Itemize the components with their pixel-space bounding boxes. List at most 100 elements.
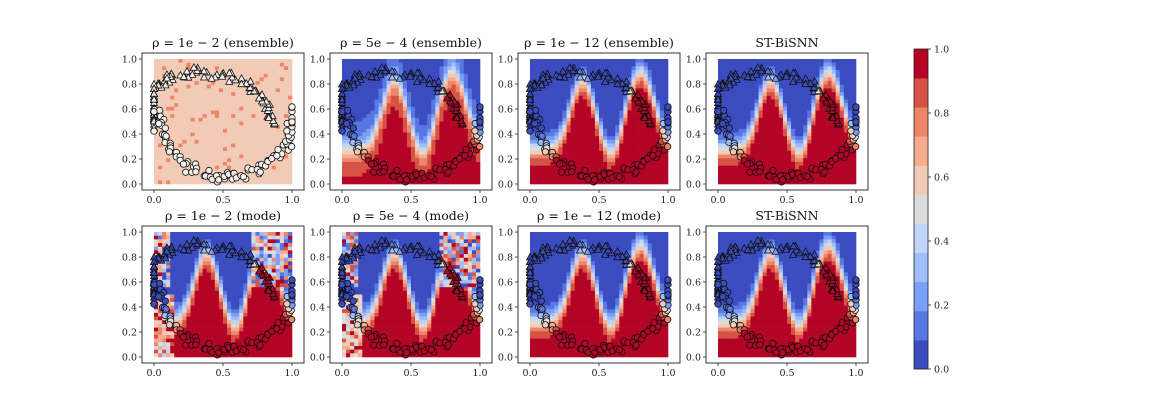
decision-cell <box>791 128 796 133</box>
decision-cell <box>663 172 669 177</box>
decision-cell <box>754 176 759 181</box>
decision-cell <box>402 114 408 119</box>
decision-cell <box>382 132 387 137</box>
decision-cell <box>158 169 163 174</box>
decision-cell <box>455 143 461 148</box>
decision-cell <box>791 62 796 67</box>
decision-cell <box>378 143 383 148</box>
decision-cell <box>382 103 387 108</box>
decision-cell <box>570 136 575 141</box>
decision-cell <box>562 121 567 126</box>
decision-cell <box>358 95 363 100</box>
decision-cell <box>174 180 179 185</box>
decision-cell <box>439 77 444 82</box>
decision-cell <box>651 77 657 82</box>
decision-cell <box>550 172 555 177</box>
decision-cell <box>611 143 616 148</box>
decision-cell <box>607 154 612 159</box>
decision-cell <box>283 117 289 122</box>
decision-cell <box>378 103 383 108</box>
decision-cell <box>738 77 743 82</box>
decision-cell <box>263 172 268 177</box>
decision-cell <box>475 92 481 97</box>
decision-cell <box>190 106 195 111</box>
decision-cell <box>746 66 751 71</box>
decision-cell <box>402 117 408 122</box>
decision-cell <box>766 99 772 104</box>
decision-cell <box>283 114 289 119</box>
decision-cell <box>174 62 179 67</box>
decision-cell <box>394 136 400 141</box>
decision-cell <box>439 132 444 137</box>
decision-cell <box>386 128 392 133</box>
decision-cell <box>586 165 592 170</box>
decision-cell <box>227 121 232 126</box>
decision-cell <box>402 136 408 141</box>
decision-cell <box>214 136 220 141</box>
decision-cell <box>354 154 359 159</box>
decision-cell <box>231 165 236 170</box>
decision-cell <box>174 117 179 122</box>
decision-cell <box>558 103 563 108</box>
decision-cell <box>558 66 563 71</box>
decision-cell <box>439 172 444 177</box>
decision-cell <box>235 110 240 115</box>
decision-cell <box>607 70 612 75</box>
decision-cell <box>342 62 347 67</box>
decision-cell <box>787 139 792 144</box>
decision-cell <box>194 92 199 97</box>
triangle-point <box>583 73 592 82</box>
decision-cell <box>198 59 204 63</box>
decision-cell <box>435 62 440 67</box>
decision-cell <box>406 165 412 170</box>
decision-cell <box>643 132 649 137</box>
decision-cell <box>738 88 743 93</box>
decision-cell <box>239 132 244 137</box>
decision-cell <box>275 117 281 122</box>
decision-cell <box>647 77 653 82</box>
decision-cell <box>275 103 281 108</box>
decision-cell <box>578 139 584 144</box>
decision-cell <box>554 143 559 148</box>
decision-cell <box>663 154 669 159</box>
decision-cell <box>443 132 448 137</box>
decision-cell <box>271 59 277 63</box>
decision-cell <box>742 81 747 86</box>
decision-cell <box>718 165 723 170</box>
decision-cell <box>223 121 228 126</box>
decision-cell <box>762 103 768 108</box>
decision-cell <box>762 128 768 133</box>
decision-cell <box>346 77 351 82</box>
decision-cell <box>158 70 163 75</box>
decision-cell <box>190 180 195 185</box>
decision-cell <box>251 70 256 75</box>
decision-cell <box>762 125 768 130</box>
decision-cell <box>611 147 616 152</box>
decision-cell <box>419 128 424 133</box>
decision-cell <box>787 59 792 63</box>
decision-cell <box>774 88 780 93</box>
decision-cell <box>198 147 204 152</box>
y-tick-label: 0.6 <box>122 104 137 115</box>
decision-cell <box>194 88 199 93</box>
decision-cell <box>582 147 588 152</box>
decision-cell <box>190 139 195 144</box>
decision-cell <box>574 84 580 89</box>
decision-cell <box>774 59 780 63</box>
decision-cell <box>546 117 551 122</box>
decision-cell <box>394 161 400 166</box>
decision-cell <box>283 88 289 93</box>
decision-cell <box>394 117 400 122</box>
decision-cell <box>578 99 584 104</box>
decision-cell <box>206 158 212 163</box>
decision-cell <box>166 95 171 100</box>
decision-cell <box>206 81 212 86</box>
decision-cell <box>647 70 653 75</box>
decision-cell <box>411 110 416 115</box>
decision-cell <box>398 99 404 104</box>
decision-cell <box>554 92 559 97</box>
decision-cell <box>275 106 281 111</box>
decision-cell <box>227 165 232 170</box>
decision-cell <box>815 150 820 155</box>
decision-cell <box>223 95 228 100</box>
